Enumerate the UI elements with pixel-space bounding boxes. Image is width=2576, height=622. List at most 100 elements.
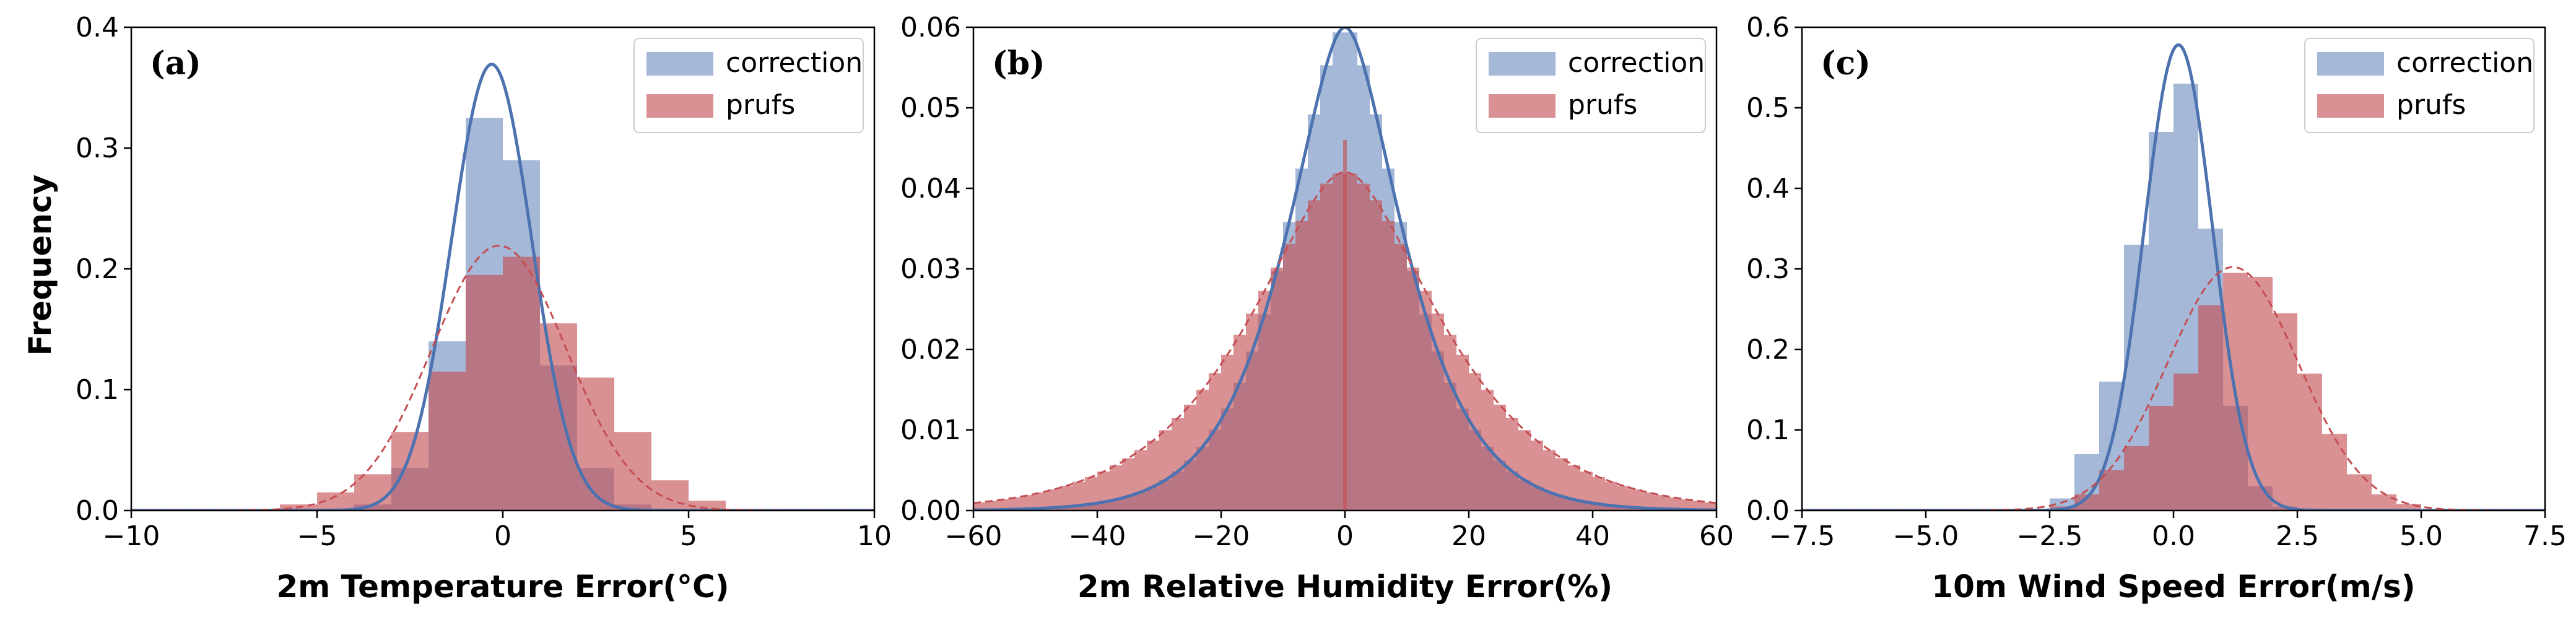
x-tick-label: 10: [857, 520, 892, 552]
hist-bar-prufs: [1655, 495, 1667, 510]
fit-curve-correction: [973, 27, 1717, 510]
legend-swatch-prufs: [2317, 94, 2384, 118]
x-tick-label: −60: [945, 520, 1003, 552]
hist-bar-prufs: [1580, 471, 1593, 510]
x-tick-label: −40: [1069, 520, 1126, 552]
hist-bar-prufs: [1444, 335, 1456, 510]
hist-bar-prufs: [1209, 373, 1221, 510]
legend-label-correction: correction: [1568, 47, 1705, 79]
x-tick-label: 0: [494, 520, 511, 552]
x-tick-label: 5.0: [2400, 520, 2443, 552]
x-tick-label: 40: [1575, 520, 1610, 552]
y-tick-label: 0.06: [900, 12, 961, 43]
y-tick-label: 0.3: [1746, 253, 1790, 285]
hist-bar-prufs: [1060, 486, 1073, 510]
hist-bar-prufs: [1518, 430, 1531, 510]
hist-bar-prufs: [1196, 390, 1209, 510]
hist-bar-prufs: [1172, 418, 1184, 510]
hist-bar-prufs: [2174, 374, 2198, 510]
legend: correction prufs: [2304, 38, 2535, 133]
hist-bar-prufs: [1667, 497, 1679, 510]
hist-bar-prufs: [1271, 267, 1283, 510]
hist-bar-prufs: [466, 274, 503, 510]
hist-bar-prufs: [1221, 354, 1234, 510]
hist-bar-prufs: [1382, 221, 1395, 510]
legend-swatch-correction: [1489, 52, 1556, 76]
hist-bar-prufs: [2396, 504, 2421, 510]
y-tick-label: 0.2: [76, 253, 119, 285]
legend-label-prufs: prufs: [726, 89, 795, 121]
x-axis-label: 2m Relative Humidity Error(%): [1077, 569, 1612, 605]
x-tick-label: 5: [680, 520, 697, 552]
hist-bar-prufs: [1023, 495, 1035, 510]
x-tick-label: 0: [1336, 520, 1354, 552]
y-tick-label: 0.4: [76, 12, 119, 43]
hist-bar-prufs: [1407, 267, 1419, 510]
x-tick-label: 60: [1699, 520, 1734, 552]
hist-bar-prufs: [2124, 446, 2149, 510]
y-axis-label: Frequency: [22, 175, 58, 356]
hist-bar-prufs: [1011, 497, 1023, 510]
x-axis-label: 10m Wind Speed Error(m/s): [1931, 569, 2415, 605]
hist-bar-prufs: [986, 501, 998, 510]
hist-bar-prufs: [1134, 450, 1147, 510]
y-tick-label: 0.02: [900, 334, 961, 366]
y-tick-label: 0.0: [76, 495, 119, 527]
hist-bar-prufs: [1543, 450, 1556, 510]
x-tick-label: −2.5: [2017, 520, 2083, 552]
x-tick-label: 2.5: [2276, 520, 2319, 552]
hist-bar-prufs: [1692, 501, 1704, 510]
hist-bar-prufs: [2297, 374, 2322, 510]
hist-bar-prufs: [614, 432, 651, 510]
chart-panel-a: −10 −5 0 5 10 0.0 0.1 0.2 0.3 0.4 2m Temperature E…: [76, 12, 892, 605]
plot-area: [973, 27, 1717, 510]
y-tick-label: 0.1: [1746, 414, 1790, 446]
hist-bar-prufs: [2198, 305, 2223, 510]
y-tick-label: 0.0: [1746, 495, 1790, 527]
legend-label-prufs: prufs: [1568, 89, 1637, 121]
hist-bar-prufs: [1122, 458, 1134, 510]
chart-panel-b: −60 −40 −20 0 20 40 60 0.00 0.01 0.02 0.03 0.04 0.05…: [900, 12, 1734, 605]
hist-bar-prufs: [1357, 183, 1370, 510]
plot-area: [131, 63, 874, 510]
hist-bar-prufs: [1531, 440, 1543, 510]
hist-bar-prufs: [391, 432, 429, 510]
legend: correction prufs: [1476, 38, 1706, 133]
hist-bar-prufs: [503, 256, 540, 510]
hist-bar-prufs: [998, 499, 1011, 510]
fit-curve-correction: [131, 63, 874, 510]
legend-label-correction: correction: [2396, 47, 2533, 79]
y-tick-label: 0.5: [1746, 92, 1790, 124]
y-tick-label: 0.1: [76, 374, 119, 406]
hist-bar-prufs: [1419, 291, 1432, 510]
panel-label: (a): [150, 45, 201, 82]
hist-bar-prufs: [1642, 492, 1655, 510]
hist-bar-prufs: [1048, 489, 1060, 510]
y-tick-label: 0.00: [900, 495, 961, 527]
hist-bar-prufs: [1147, 440, 1159, 510]
hist-bar-prufs: [1506, 418, 1518, 510]
hist-bar-prufs: [1333, 173, 1345, 510]
x-tick-label: 20: [1451, 520, 1486, 552]
hist-bar-prufs: [1679, 499, 1692, 510]
hist-bar-prufs: [1456, 354, 1469, 510]
hist-bar-prufs: [1556, 458, 1568, 510]
hist-bar-prufs: [1110, 465, 1122, 510]
hist-bar-prufs: [1469, 373, 1481, 510]
hist-bar-prufs: [2372, 494, 2396, 510]
hist-bar-prufs: [1320, 183, 1333, 510]
y-tick-label: 0.03: [900, 253, 961, 285]
legend-swatch-correction: [2317, 52, 2384, 76]
hist-bar-prufs: [1258, 291, 1271, 510]
hist-bar-prufs: [1494, 405, 1506, 510]
hist-bar-prufs: [1395, 243, 1407, 510]
hist-bar-prufs: [2149, 406, 2174, 510]
x-tick-label: −7.5: [1769, 520, 1835, 552]
legend-label-correction: correction: [726, 47, 863, 79]
hist-bar-prufs: [1283, 243, 1295, 510]
hist-bar-prufs: [429, 371, 466, 510]
hist-bar-prufs: [2248, 277, 2273, 510]
y-tick-label: 0.2: [1746, 334, 1790, 366]
y-tick-label: 0.4: [1746, 173, 1790, 204]
hist-bar-prufs: [2322, 434, 2347, 510]
